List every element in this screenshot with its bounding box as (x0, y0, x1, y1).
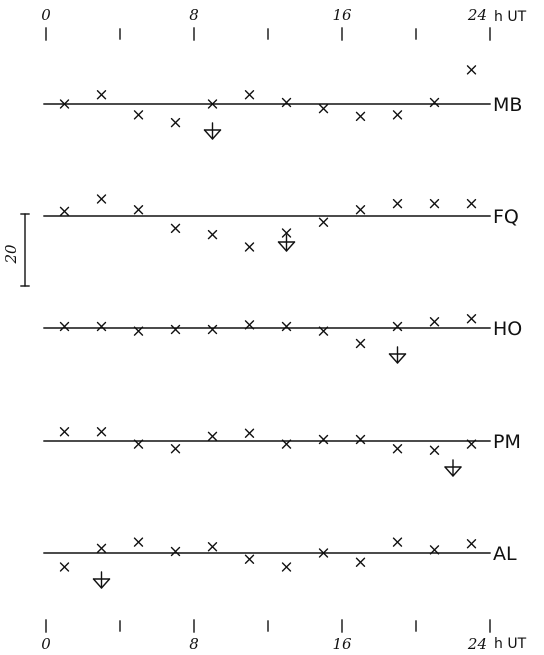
bottom-tick-label-24: 24 (467, 635, 487, 653)
top-time-axis: 0 8 16 24 h UT (41, 6, 527, 41)
ho-point-7 (281, 321, 292, 332)
mb-label: MB (493, 94, 522, 116)
top-tick-label-16: 16 (332, 6, 352, 24)
bottom-axis-unit: h UT (494, 636, 527, 652)
pm-point-6 (244, 428, 255, 438)
pm-arrow-marker (444, 459, 462, 477)
pm-point-7 (281, 439, 292, 449)
pm-point-11 (429, 445, 440, 455)
mb-point-4 (170, 117, 181, 128)
ho-point-9 (355, 338, 366, 349)
series-ho: HO (43, 314, 522, 364)
scale-bar-label: 20 (2, 244, 20, 265)
pm-point-1 (59, 427, 70, 437)
fq-point-1 (59, 206, 70, 217)
ho-point-11 (429, 317, 440, 327)
bottom-tick-label-0: 0 (41, 635, 51, 653)
ho-point-4 (170, 324, 181, 335)
pm-point-9 (355, 434, 366, 445)
top-axis-unit: h UT (494, 9, 527, 25)
al-arrow-marker (92, 571, 111, 589)
mb-point-10 (392, 110, 403, 120)
al-point-6 (244, 554, 255, 564)
ho-point-3 (133, 326, 144, 336)
pm-point-8 (318, 434, 329, 445)
fq-point-12 (466, 198, 477, 209)
fq-label: FQ (493, 206, 519, 228)
pm-point-5 (207, 431, 218, 442)
mb-point-3 (133, 110, 144, 120)
al-label: AL (493, 543, 517, 565)
mb-arrow-marker (203, 122, 222, 140)
fq-point-2 (96, 194, 107, 204)
ho-point-2 (96, 321, 107, 332)
mb-point-12 (466, 65, 477, 75)
ho-point-10 (392, 321, 403, 332)
mb-point-6 (244, 89, 255, 100)
al-point-11 (429, 545, 440, 555)
ho-point-6 (244, 320, 255, 330)
fq-point-6 (244, 242, 255, 252)
ho-point-5 (207, 324, 218, 335)
mb-point-8 (318, 103, 329, 114)
mb-point-11 (429, 97, 440, 108)
top-tick-label-8: 8 (189, 6, 199, 24)
mb-point-5 (207, 99, 218, 109)
bottom-time-axis: 0 8 16 24 h UT (41, 619, 527, 653)
fq-point-10 (392, 198, 403, 209)
al-point-9 (355, 557, 366, 567)
fq-point-3 (133, 205, 144, 215)
ho-point-1 (59, 321, 70, 332)
series-al: AL (43, 537, 517, 589)
mb-point-1 (59, 99, 70, 109)
mb-point-2 (96, 89, 107, 100)
al-point-4 (170, 546, 181, 557)
vertical-scale-bar: 20 (2, 213, 30, 287)
al-point-12 (466, 539, 477, 549)
ho-label: HO (493, 318, 522, 340)
series-mb: MB (43, 65, 522, 140)
pm-point-12 (466, 439, 477, 449)
al-point-8 (318, 548, 329, 558)
pm-point-4 (170, 444, 181, 454)
al-point-2 (96, 543, 107, 554)
series-pm: PM (43, 427, 521, 477)
fq-point-4 (170, 223, 181, 234)
pm-point-3 (133, 439, 144, 449)
top-tick-label-24: 24 (467, 6, 487, 24)
fq-arrow-marker (277, 234, 296, 252)
fq-point-11 (429, 198, 440, 209)
fq-point-5 (207, 229, 218, 240)
station-series-layer: MB FQ HO PM AL (43, 65, 522, 589)
al-point-7 (281, 562, 292, 572)
bottom-tick-label-16: 16 (332, 635, 352, 653)
fq-point-9 (355, 205, 366, 215)
pm-label: PM (493, 431, 521, 453)
pm-point-10 (392, 444, 403, 454)
series-fq: FQ (43, 194, 519, 252)
al-point-3 (133, 537, 144, 547)
al-point-10 (392, 537, 403, 547)
bottom-tick-label-8: 8 (189, 635, 199, 653)
ho-arrow-marker (388, 346, 407, 364)
top-tick-label-0: 0 (41, 6, 51, 24)
ho-point-12 (466, 314, 477, 324)
fq-point-7 (281, 228, 292, 238)
mb-point-9 (355, 111, 366, 122)
fq-point-8 (318, 217, 329, 227)
al-point-1 (59, 562, 70, 572)
mb-point-7 (281, 97, 292, 108)
pm-point-2 (96, 427, 107, 437)
ho-point-8 (318, 326, 329, 336)
al-point-5 (207, 542, 218, 552)
